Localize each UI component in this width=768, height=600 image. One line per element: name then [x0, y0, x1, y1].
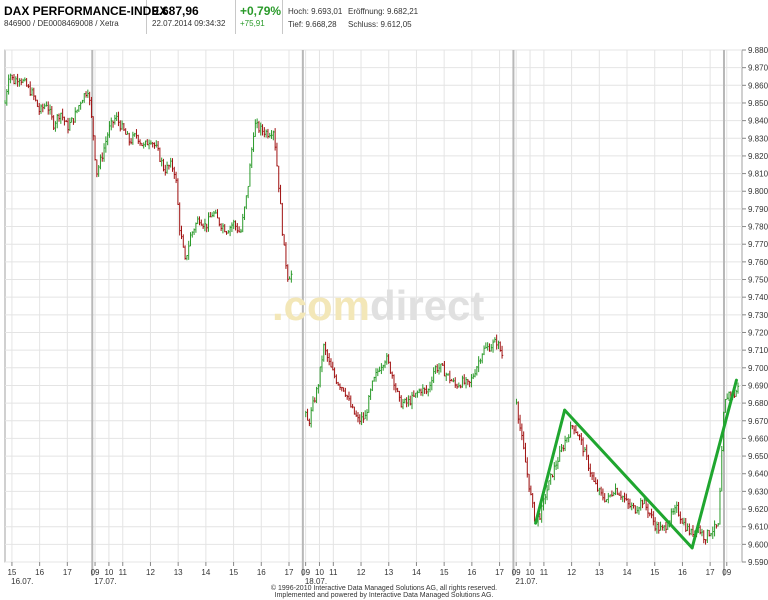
- header-cell-change: +0,79% +75,91: [236, 0, 283, 34]
- last-price: 9.687,96: [152, 4, 199, 18]
- x-tick-label: 09: [91, 568, 100, 577]
- x-tick-label: 09: [722, 568, 731, 577]
- x-tick-label: 13: [384, 568, 393, 577]
- x-tick-label: 16: [678, 568, 687, 577]
- x-tick-label: 16: [467, 568, 476, 577]
- y-tick-label: 9.620: [748, 505, 768, 514]
- y-tick-label: 9.640: [748, 470, 768, 479]
- y-tick-label: 9.610: [748, 523, 768, 532]
- y-tick-label: 9.840: [748, 117, 768, 126]
- x-tick-label: 15: [7, 568, 16, 577]
- price-datetime: 22.07.2014 09:34:32: [152, 19, 226, 28]
- x-tick-label: 11: [119, 568, 128, 577]
- date-label: 21.07.: [515, 577, 537, 586]
- y-tick-label: 9.690: [748, 381, 768, 390]
- y-tick-label: 9.700: [748, 364, 768, 373]
- x-tick-label: 17: [495, 568, 504, 577]
- instrument-name: DAX PERFORMANCE-INDEX: [4, 4, 168, 18]
- y-tick-label: 9.740: [748, 293, 768, 302]
- comdirect-watermark: .comdirect: [272, 282, 484, 329]
- x-tick-label: 15: [440, 568, 449, 577]
- y-tick-label: 9.590: [748, 558, 768, 567]
- y-tick-label: 9.710: [748, 346, 768, 355]
- y-tick-label: 9.760: [748, 258, 768, 267]
- x-tick-label: 14: [623, 568, 632, 577]
- x-tick-label: 15: [229, 568, 238, 577]
- header-cell-instrument: DAX PERFORMANCE-INDEX 846900 / DE0008469…: [0, 0, 167, 34]
- y-tick-label: 9.810: [748, 170, 768, 179]
- y-tick-label: 9.850: [748, 99, 768, 108]
- x-tick-label: 16: [257, 568, 266, 577]
- y-tick-label: 9.770: [748, 240, 768, 249]
- x-tick-label: 12: [567, 568, 576, 577]
- x-tick-label: 14: [412, 568, 421, 577]
- y-tick-label: 9.650: [748, 452, 768, 461]
- x-tick-label: 15: [650, 568, 659, 577]
- x-tick-label: 17: [285, 568, 294, 577]
- x-tick-label: 12: [357, 568, 366, 577]
- stat-close: Schluss: 9.612,05: [348, 20, 412, 29]
- x-tick-label: 10: [526, 568, 535, 577]
- date-label: 16.07.: [11, 577, 33, 586]
- svg-text:.comdirect: .comdirect: [272, 282, 484, 329]
- y-tick-label: 9.790: [748, 205, 768, 214]
- instrument-ids: 846900 / DE0008469008 / Xetra: [4, 19, 119, 28]
- header-cell-price: 9.687,96 22.07.2014 09:34:32: [147, 0, 236, 34]
- y-tick-label: 9.800: [748, 187, 768, 196]
- y-tick-label: 9.820: [748, 152, 768, 161]
- x-tick-label: 09: [512, 568, 521, 577]
- x-tick-label: 10: [315, 568, 324, 577]
- y-tick-label: 9.600: [748, 540, 768, 549]
- y-tick-label: 9.870: [748, 64, 768, 73]
- date-label: 18.07.: [305, 577, 327, 586]
- y-tick-label: 9.880: [748, 46, 768, 55]
- x-tick-label: 12: [146, 568, 155, 577]
- x-tick-label: 14: [201, 568, 210, 577]
- y-tick-label: 9.730: [748, 311, 768, 320]
- y-tick-label: 9.750: [748, 276, 768, 285]
- copyright-line-2: Implemented and powered by Interactive D…: [274, 592, 494, 599]
- date-label: 17.07.: [94, 577, 116, 586]
- trend-line: [690, 378, 738, 550]
- x-tick-label: 17: [706, 568, 715, 577]
- copyright-line-1: © 1996-2010 Interactive Data Managed Sol…: [270, 585, 498, 592]
- change-absolute: +75,91: [240, 19, 265, 28]
- y-tick-label: 9.630: [748, 487, 768, 496]
- x-tick-label: 13: [174, 568, 183, 577]
- y-tick-label: 9.780: [748, 223, 768, 232]
- trend-line: [563, 408, 694, 550]
- x-tick-label: 13: [595, 568, 604, 577]
- y-tick-label: 9.720: [748, 328, 768, 337]
- quote-header: DAX PERFORMANCE-INDEX 846900 / DE0008469…: [0, 0, 768, 34]
- watermark-part-2: direct: [370, 282, 484, 329]
- change-percent: +0,79%: [240, 4, 282, 18]
- x-tick-label: 11: [329, 568, 338, 577]
- watermark-part-1: .com: [272, 282, 370, 329]
- copyright-footer: © 1996-2010 Interactive Data Managed Sol…: [0, 585, 768, 599]
- stat-high: Hoch: 9.693,01: [288, 7, 343, 16]
- x-tick-label: 10: [104, 568, 113, 577]
- x-tick-label: 17: [63, 568, 72, 577]
- trend-line: [534, 408, 567, 525]
- header-cell-stats: Hoch: 9.693,01 Eröffnung: 9.682,21 Tief:…: [283, 0, 483, 34]
- x-tick-label: 11: [540, 568, 549, 577]
- y-tick-label: 9.860: [748, 81, 768, 90]
- x-tick-label: 09: [301, 568, 310, 577]
- x-tick-label: 16: [35, 568, 44, 577]
- stat-open: Eröffnung: 9.682,21: [348, 7, 419, 16]
- y-tick-label: 9.660: [748, 434, 768, 443]
- stat-low: Tief: 9.668,28: [288, 20, 337, 29]
- y-tick-label: 9.680: [748, 399, 768, 408]
- y-tick-label: 9.830: [748, 134, 768, 143]
- y-tick-label: 9.670: [748, 417, 768, 426]
